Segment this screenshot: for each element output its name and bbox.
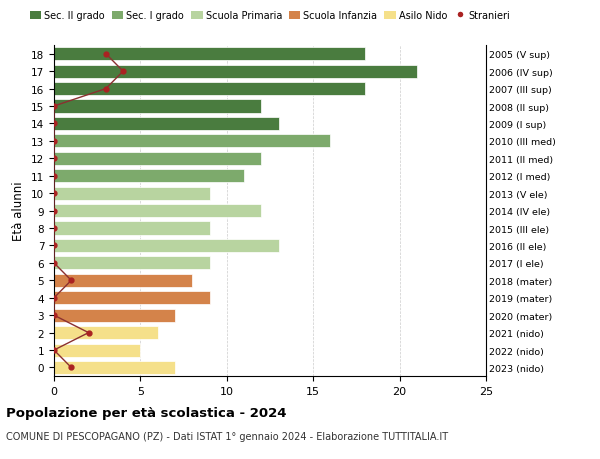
Bar — [54, 118, 278, 131]
Bar — [54, 274, 192, 287]
Bar — [54, 222, 209, 235]
Bar — [54, 291, 209, 305]
Text: COMUNE DI PESCOPAGANO (PZ) - Dati ISTAT 1° gennaio 2024 - Elaborazione TUTTITALI: COMUNE DI PESCOPAGANO (PZ) - Dati ISTAT … — [6, 431, 448, 442]
Bar — [54, 257, 209, 270]
Bar — [54, 240, 278, 252]
Bar — [54, 66, 417, 78]
Bar — [54, 170, 244, 183]
Bar — [54, 152, 262, 166]
Bar — [54, 100, 262, 113]
Bar — [54, 187, 209, 200]
Bar — [54, 205, 262, 218]
Y-axis label: Età alunni: Età alunni — [13, 181, 25, 241]
Bar — [54, 83, 365, 96]
Bar — [54, 48, 365, 61]
Legend: Sec. II grado, Sec. I grado, Scuola Primaria, Scuola Infanzia, Asilo Nido, Stran: Sec. II grado, Sec. I grado, Scuola Prim… — [26, 7, 514, 25]
Text: Popolazione per età scolastica - 2024: Popolazione per età scolastica - 2024 — [6, 406, 287, 419]
Bar — [54, 135, 331, 148]
Bar — [54, 326, 158, 339]
Bar — [54, 309, 175, 322]
Bar — [54, 361, 175, 374]
Bar — [54, 344, 140, 357]
